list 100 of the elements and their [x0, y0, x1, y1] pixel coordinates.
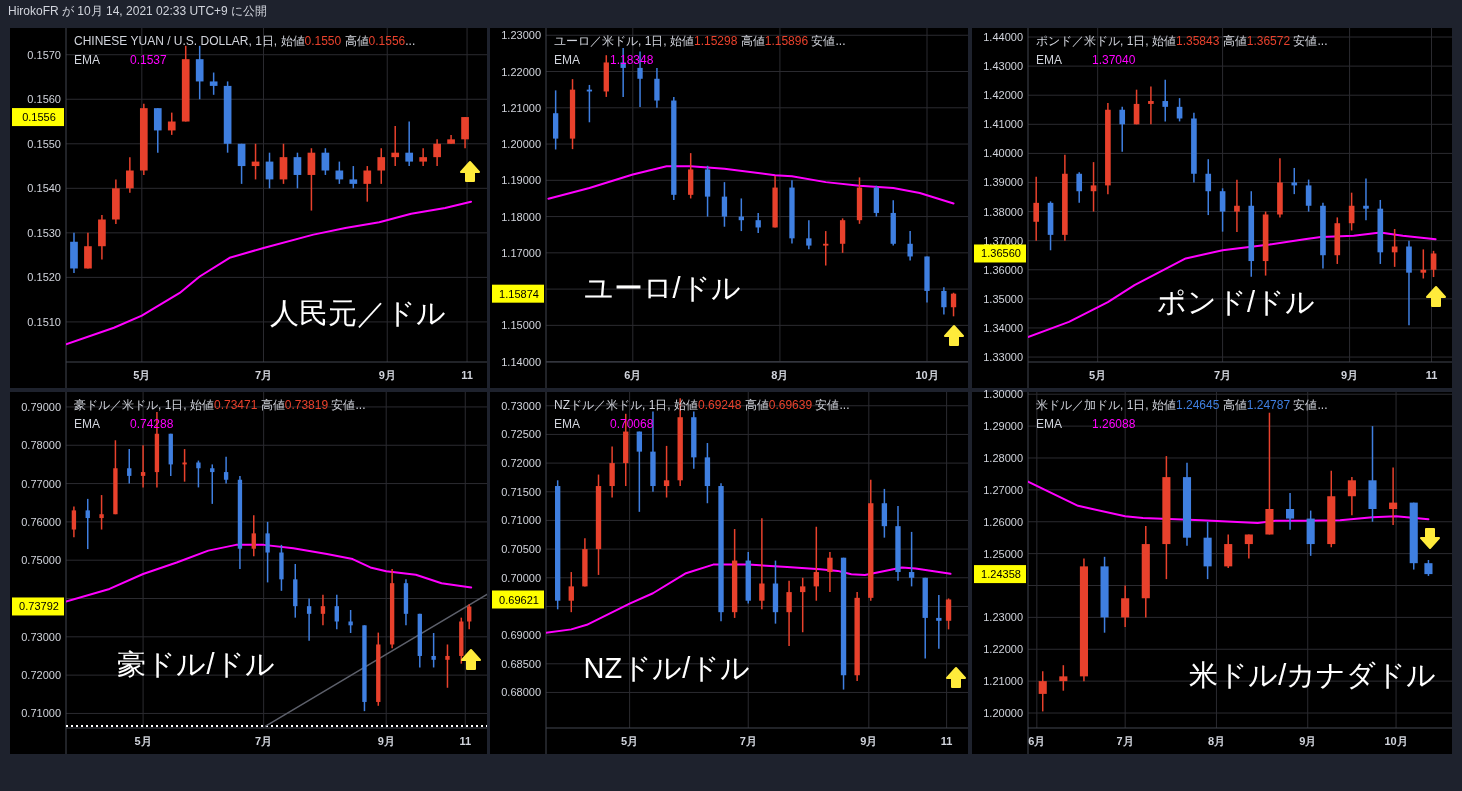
annotation: ポンド/ドル	[1156, 286, 1316, 319]
x-tick-label: 7月	[255, 735, 273, 747]
text: EMA	[554, 53, 581, 67]
y-tick-label: 0.78000	[21, 439, 61, 452]
x-tick-label: 5月	[1089, 369, 1107, 381]
y-tick-label: 1.27000	[983, 483, 1023, 496]
x-tick-label: 11	[459, 735, 472, 747]
annotation: 1.37040	[1092, 53, 1136, 67]
text: EMA	[554, 417, 581, 431]
x-tick-label: 11	[461, 369, 473, 381]
y-tick-label: 1.40000	[983, 147, 1023, 160]
y-tick-label: 1.15000	[501, 319, 541, 332]
x-tick-label: 9月	[377, 735, 395, 747]
y-tick-label: 1.22000	[983, 643, 1023, 656]
x-tick-label: 7月	[254, 369, 273, 381]
x-tick-label: 9月	[860, 735, 878, 747]
y-tick-label: 1.36000	[983, 263, 1023, 276]
y-tick-label: 0.73000	[21, 630, 61, 643]
y-tick-label: 0.1550	[27, 137, 61, 150]
y-tick-label: 0.72500	[501, 428, 541, 441]
price-badge: 0.73792	[12, 597, 64, 616]
x-tick-label: 9月	[1299, 735, 1317, 747]
x-tick-label: 10月	[915, 369, 939, 381]
y-tick-label: 1.44000	[983, 31, 1023, 44]
y-tick-label: 0.71000	[501, 514, 541, 527]
y-tick-label: 0.70500	[501, 543, 541, 556]
y-tick-label: 1.20000	[983, 707, 1023, 720]
x-tick-label: 5月	[621, 735, 639, 747]
text: HirokoFR が 10月 14, 2021 02:33 UTC+9 に公開	[8, 4, 268, 18]
text: EMA	[74, 417, 101, 431]
y-tick-label: 0.72000	[21, 669, 61, 682]
annotation: ユーロ/ドル	[583, 272, 741, 304]
y-tick-label: 1.26000	[983, 515, 1023, 528]
y-tick-label: 1.18000	[501, 210, 541, 223]
text: EMA	[74, 53, 101, 67]
text: ユーロ／米ドル, 1日, 始値1.15298 高値1.15896 安値...	[554, 34, 846, 48]
x-tick-label: 9月	[378, 369, 396, 381]
y-tick-label: 1.21000	[983, 675, 1023, 688]
y-tick-label: 0.71500	[501, 485, 541, 498]
x-tick-label: 11	[940, 735, 953, 747]
y-tick-label: 0.1530	[27, 226, 61, 239]
y-tick-label: 1.23000	[983, 611, 1023, 624]
y-tick-label: 0.76000	[21, 515, 61, 528]
y-tick-label: 1.43000	[983, 60, 1023, 73]
y-tick-label: 1.29000	[983, 420, 1023, 433]
y-tick-label: 1.21000	[501, 101, 541, 114]
text: EMA	[1036, 417, 1063, 431]
y-tick-label: 1.17000	[501, 246, 541, 259]
text: 米ドル／加ドル, 1日, 始値1.24645 高値1.24787 安値...	[1036, 398, 1328, 412]
text: ポンド／米ドル, 1日, 始値1.35843 高値1.36572 安値...	[1036, 34, 1328, 48]
y-tick-label: 1.23000	[501, 29, 541, 42]
y-tick-label: 1.30000	[983, 388, 1023, 401]
y-tick-label: 0.70000	[501, 571, 541, 584]
annotation: 米ドル/カナダドル	[1189, 659, 1437, 692]
x-tick-label: 6月	[1028, 735, 1046, 747]
y-tick-label: 0.1570	[27, 48, 61, 61]
y-tick-label: 1.41000	[983, 118, 1023, 131]
y-tick-label: 0.68000	[501, 686, 541, 699]
x-tick-label: 7月	[739, 735, 757, 747]
y-tick-label: 0.79000	[21, 400, 61, 413]
x-tick-label: 8月	[1207, 735, 1226, 747]
y-tick-label: 1.38000	[983, 205, 1023, 218]
y-tick-label: 1.19000	[501, 174, 541, 187]
y-tick-label: 1.42000	[983, 89, 1023, 102]
y-tick-label: 0.77000	[21, 477, 61, 490]
y-tick-label: 1.35000	[983, 292, 1023, 305]
y-tick-label: 0.72000	[501, 457, 541, 470]
y-tick-label: 1.20000	[501, 138, 541, 151]
y-tick-label: 0.71000	[21, 707, 61, 720]
price-badge: 0.1556	[12, 108, 64, 127]
y-tick-label: 0.75000	[21, 554, 61, 567]
annotation: NZドル/ドル	[583, 651, 751, 684]
x-tick-label: 10月	[1384, 735, 1408, 747]
annotation: 1.26088	[1092, 417, 1136, 431]
annotation: 0.1537	[130, 53, 168, 67]
annotation: 人民元／ドル	[270, 297, 447, 330]
y-tick-label: 1.25000	[983, 547, 1023, 560]
text: EMA	[1036, 53, 1063, 67]
y-tick-label: 1.28000	[983, 451, 1023, 464]
price-badge: 1.24358	[974, 565, 1026, 584]
y-tick-label: 1.33000	[983, 351, 1023, 364]
y-tick-label: 0.1510	[27, 315, 61, 328]
y-tick-label: 0.69000	[501, 629, 541, 642]
y-tick-label: 1.34000	[983, 321, 1023, 334]
y-tick-label: 1.39000	[983, 176, 1023, 189]
y-tick-label: 0.1520	[27, 271, 61, 284]
y-tick-label: 0.1560	[27, 93, 61, 106]
x-tick-label: 5月	[133, 369, 151, 381]
y-tick-label: 1.14000	[501, 355, 541, 368]
price-badge: 1.36560	[974, 244, 1026, 263]
annotation: 豪ドル/ドル	[117, 648, 275, 681]
y-tick-label: 1.37000	[983, 234, 1023, 247]
x-tick-label: 8月	[771, 369, 789, 381]
y-tick-label: 0.73000	[501, 399, 541, 412]
y-tick-label: 1.22000	[501, 65, 541, 78]
y-tick-label: 0.68500	[501, 657, 541, 670]
x-tick-label: 5月	[134, 735, 152, 747]
y-tick-label: 0.1540	[27, 182, 61, 195]
text: 豪ドル／米ドル, 1日, 始値0.73471 高値0.73819 安値...	[74, 398, 366, 412]
text: CHINESE YUAN / U.S. DOLLAR, 1日, 始値0.1550 高値0.1556...	[74, 34, 416, 48]
